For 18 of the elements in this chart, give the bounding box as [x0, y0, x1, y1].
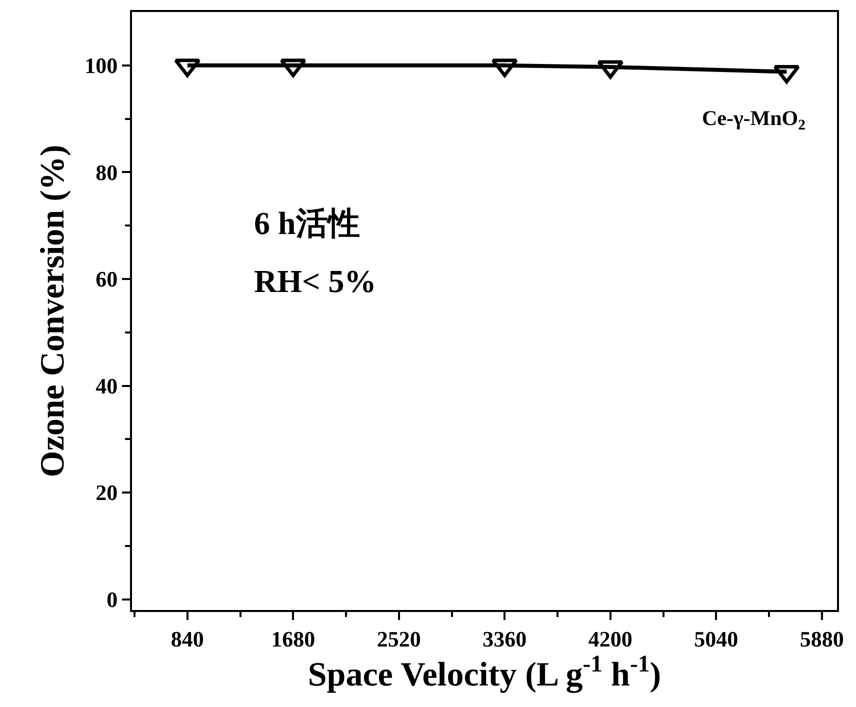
y-tick-label: 40	[96, 373, 118, 398]
x-tick-label: 4200	[588, 626, 632, 652]
x-axis-title: Space Velocity (L g$^{-1}$ h$^{-1}$)	[308, 651, 662, 694]
annotation: RH< 5%	[254, 263, 376, 299]
x-tick-label: 1680	[271, 626, 316, 652]
x-tick-label: 2520	[376, 626, 421, 652]
y-tick-label: 20	[96, 480, 118, 506]
x-tick-label: 5040	[694, 626, 738, 652]
x-tick-label: 3360	[482, 626, 527, 652]
x-tick-label: 840	[170, 626, 204, 652]
annotation: 6 h活性	[254, 205, 360, 241]
y-axis-title: Ozone Conversion (%)	[34, 144, 72, 478]
x-tick-label: 5880	[800, 626, 844, 652]
y-tick-label: 0	[106, 587, 118, 612]
y-tick-label: 60	[96, 266, 118, 292]
series-label: Ce-γ-MnO$_{2}$	[702, 106, 806, 134]
y-tick-label: 100	[84, 53, 118, 78]
y-tick-label: 80	[96, 160, 118, 185]
